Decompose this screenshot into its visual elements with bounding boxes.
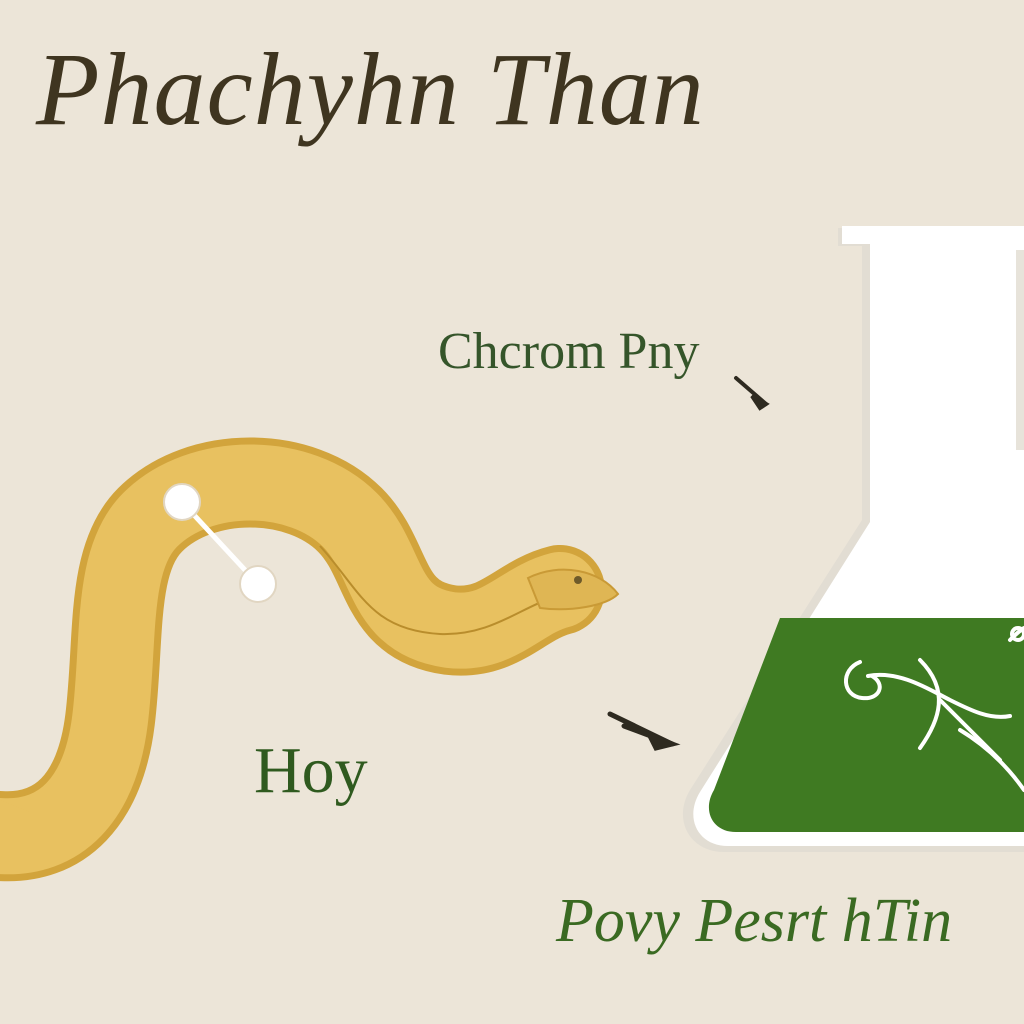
- snake-label: Hoy: [254, 734, 368, 807]
- bottom-label: Povy Pesrt hTin: [556, 887, 953, 955]
- molecule-atom-2: [239, 565, 277, 603]
- arrow-mid: [607, 711, 681, 751]
- flask-liquid: [708, 618, 1024, 832]
- snake: [0, 437, 620, 882]
- flask: [682, 226, 1024, 852]
- molecule: [163, 483, 277, 603]
- snake-belly-line: [319, 545, 553, 636]
- flask-label: Chcrom Pny: [438, 323, 700, 380]
- arrow-top: [734, 376, 770, 411]
- page-title: Phachyhn Than: [36, 32, 705, 147]
- snake-body: [0, 444, 598, 875]
- molecule-atom-1: [163, 483, 201, 521]
- scribble-figure: [844, 626, 1024, 792]
- snake-eye: [574, 576, 582, 584]
- flask-neck-mark: [1016, 250, 1024, 450]
- snake-head: [526, 568, 620, 611]
